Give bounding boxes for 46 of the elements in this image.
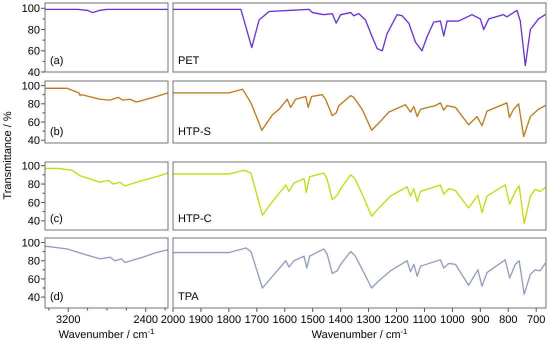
annotation: (c)	[50, 213, 63, 225]
y-tick-label: 80	[28, 24, 40, 36]
y-tick-label: 60	[28, 274, 40, 286]
y-tick-label: 60	[28, 116, 40, 129]
y-tick-label: 40	[28, 292, 40, 304]
x-axis-title: Wavenumber / cm$^{-1}$	[58, 326, 154, 341]
x-tick-label: 1600	[272, 314, 297, 326]
y-tick-label: 100	[22, 80, 40, 92]
y-tick-label: 100	[22, 160, 40, 173]
x-tick-label: 1500	[300, 314, 325, 326]
x-tick-label: 1300	[356, 314, 381, 326]
x-tick-label: 1200	[384, 314, 409, 326]
x-tick-label: 1100	[412, 314, 436, 326]
annotation: (b)	[50, 126, 64, 138]
y-tick-label: 100	[22, 237, 40, 250]
x-axis-title: Wavenumber / cm$^{-1}$	[312, 326, 408, 341]
annotation: (a)	[50, 55, 64, 67]
y-tick-label: 80	[28, 98, 40, 111]
y-tick-label: 80	[28, 178, 40, 191]
y-tick-label: 60	[28, 46, 40, 58]
text: PET	[178, 55, 200, 67]
line-series	[44, 168, 169, 187]
y-tick-label: 100	[22, 3, 40, 16]
x-tick-label: 800	[499, 314, 518, 326]
y-tick-label: 40	[28, 216, 40, 228]
line-series	[44, 88, 169, 103]
x-tick-label: 700	[527, 314, 546, 326]
x-tick-label: 1400	[328, 314, 353, 326]
y-tick-label: 40	[28, 66, 40, 79]
x-tick-label: 3200	[56, 314, 80, 326]
text: HTP-C	[178, 213, 212, 225]
x-tick-label: 1800	[216, 314, 242, 326]
text: TPA	[178, 291, 200, 303]
x-tick-label: 2000	[160, 314, 186, 326]
x-tick-label: 1700	[244, 314, 270, 326]
annotation: (d)	[50, 291, 64, 303]
text: HTP-S	[178, 126, 211, 138]
x-tick-label: 900	[471, 314, 490, 326]
line-series	[44, 246, 169, 264]
x-tick-label: 1000	[440, 314, 465, 326]
y-tick-label: 80	[28, 256, 40, 268]
x-tick-label: 1900	[188, 314, 214, 326]
x-tick-label: 2400	[133, 314, 158, 326]
y-tick-label: 40	[28, 135, 40, 148]
y-tick-label: 60	[28, 197, 40, 210]
y-axis-title: Transmittance / %	[2, 111, 14, 200]
